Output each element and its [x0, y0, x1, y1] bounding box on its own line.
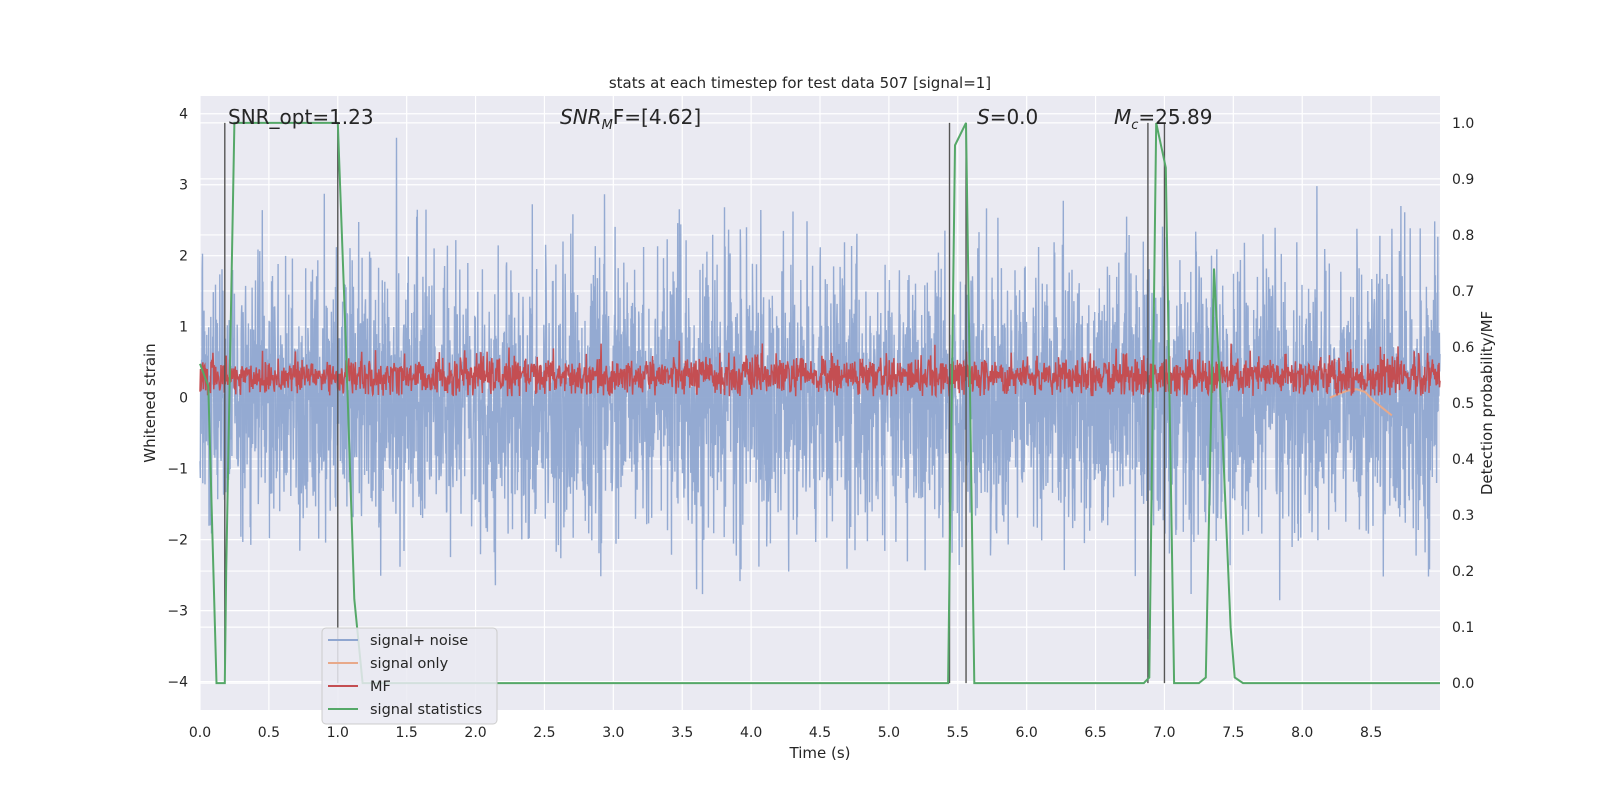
legend-box — [321, 627, 498, 725]
annotation-snr-mf-rest: F=[4.62] — [613, 105, 701, 129]
y-tick-label: 2 — [179, 249, 188, 265]
y-right-tick-label: 0.4 — [1452, 452, 1474, 468]
y-right-tick-label: 0.2 — [1452, 564, 1474, 580]
y-right-tick-label: 0.8 — [1452, 228, 1474, 244]
annotation-s-rest: =0.0 — [990, 105, 1039, 129]
y-tick-label: 4 — [179, 107, 188, 123]
annotation-mc-main: M — [1114, 105, 1131, 129]
y-axis-right-ticks: 1.0 0.9 0.8 0.7 0.6 0.5 0.4 0.3 0.2 0.1 0.0 — [1452, 116, 1474, 692]
y-tick-label: 3 — [179, 178, 188, 194]
x-axis-ticks: 0.0 0.5 1.0 1.5 2.0 2.5 3.0 3.5 4.0 4.5 5.0 5.5 6.0 6… — [189, 725, 1382, 741]
annotation-s: S=0.0 — [977, 105, 1038, 129]
signal-statistics-line — [199, 121, 1440, 685]
x-tick-label: 1.5 — [396, 725, 418, 741]
y-axis-right-label: Detection probability/MF — [1478, 311, 1496, 495]
y-right-tick-label: 0.6 — [1452, 340, 1474, 356]
y-axis-ticks: 4 3 2 1 0 −1 −2 −3 −4 — [167, 107, 188, 691]
annotation-mc: Mc=25.89 — [1114, 105, 1212, 133]
annotation-snr-opt: SNR_opt=1.23 — [228, 105, 374, 129]
legend-label-signal-noise: signal+ noise — [370, 633, 468, 649]
y-tick-label: −1 — [167, 462, 188, 478]
annotation-mc-rest: =25.89 — [1138, 105, 1212, 129]
annotation-s-main: S — [977, 105, 990, 129]
y-axis-label: Whitened strain — [141, 343, 159, 462]
y-right-tick-label: 0.1 — [1452, 620, 1474, 636]
annotation-mc-sub: c — [1131, 118, 1138, 133]
annotation-snr-mf-main: SNR — [560, 105, 602, 129]
series-signal-only — [1329, 388, 1393, 417]
annotation-snr-mf-sub: M — [602, 118, 613, 133]
y-tick-label: −2 — [167, 533, 188, 549]
mf-line — [199, 340, 1441, 398]
legend-label-signal-statistics: signal statistics — [370, 702, 482, 718]
y-right-tick-label: 0.0 — [1452, 676, 1474, 692]
y-tick-label: −4 — [167, 675, 188, 691]
legend: signal+ noise signal only MF signal stat… — [321, 627, 498, 725]
y-right-tick-label: 1.0 — [1452, 116, 1474, 132]
x-tick-label: 0.5 — [258, 725, 280, 741]
series-signal-noise — [199, 137, 1441, 640]
legend-label-signal-only: signal only — [370, 656, 449, 672]
x-tick-label: 8.0 — [1291, 725, 1313, 741]
x-tick-label: 6.5 — [1084, 725, 1106, 741]
x-tick-label: 4.0 — [740, 725, 762, 741]
x-tick-label: 7.5 — [1222, 725, 1244, 741]
x-tick-label: 5.5 — [947, 725, 969, 741]
x-tick-label: 0.0 — [189, 725, 211, 741]
x-axis-label: Time (s) — [789, 744, 851, 762]
y-tick-label: 1 — [179, 320, 188, 336]
series-signal-statistics — [199, 121, 1440, 685]
signal-noise-line — [199, 137, 1441, 640]
x-tick-label: 7.0 — [1153, 725, 1175, 741]
y-right-tick-label: 0.3 — [1452, 508, 1474, 524]
signal-only-line — [1329, 388, 1393, 417]
x-tick-label: 5.0 — [878, 725, 900, 741]
x-tick-label: 3.5 — [671, 725, 693, 741]
y-tick-label: 0 — [179, 391, 188, 407]
chart-title: stats at each timestep for test data 507… — [609, 74, 991, 92]
series-mf — [199, 340, 1441, 398]
y-right-tick-label: 0.7 — [1452, 284, 1474, 300]
x-tick-label: 3.0 — [602, 725, 624, 741]
legend-label-mf: MF — [370, 679, 391, 695]
y-right-tick-label: 0.5 — [1452, 396, 1474, 412]
x-tick-label: 2.0 — [464, 725, 486, 741]
x-tick-label: 2.5 — [533, 725, 555, 741]
x-tick-label: 8.5 — [1360, 725, 1382, 741]
x-tick-label: 6.0 — [1016, 725, 1038, 741]
y-right-tick-label: 0.9 — [1452, 172, 1474, 188]
x-tick-label: 4.5 — [809, 725, 831, 741]
x-tick-label: 1.0 — [327, 725, 349, 741]
annotation-snr-mf: SNRMF=[4.62] — [560, 105, 701, 133]
y-tick-label: −3 — [167, 604, 188, 620]
